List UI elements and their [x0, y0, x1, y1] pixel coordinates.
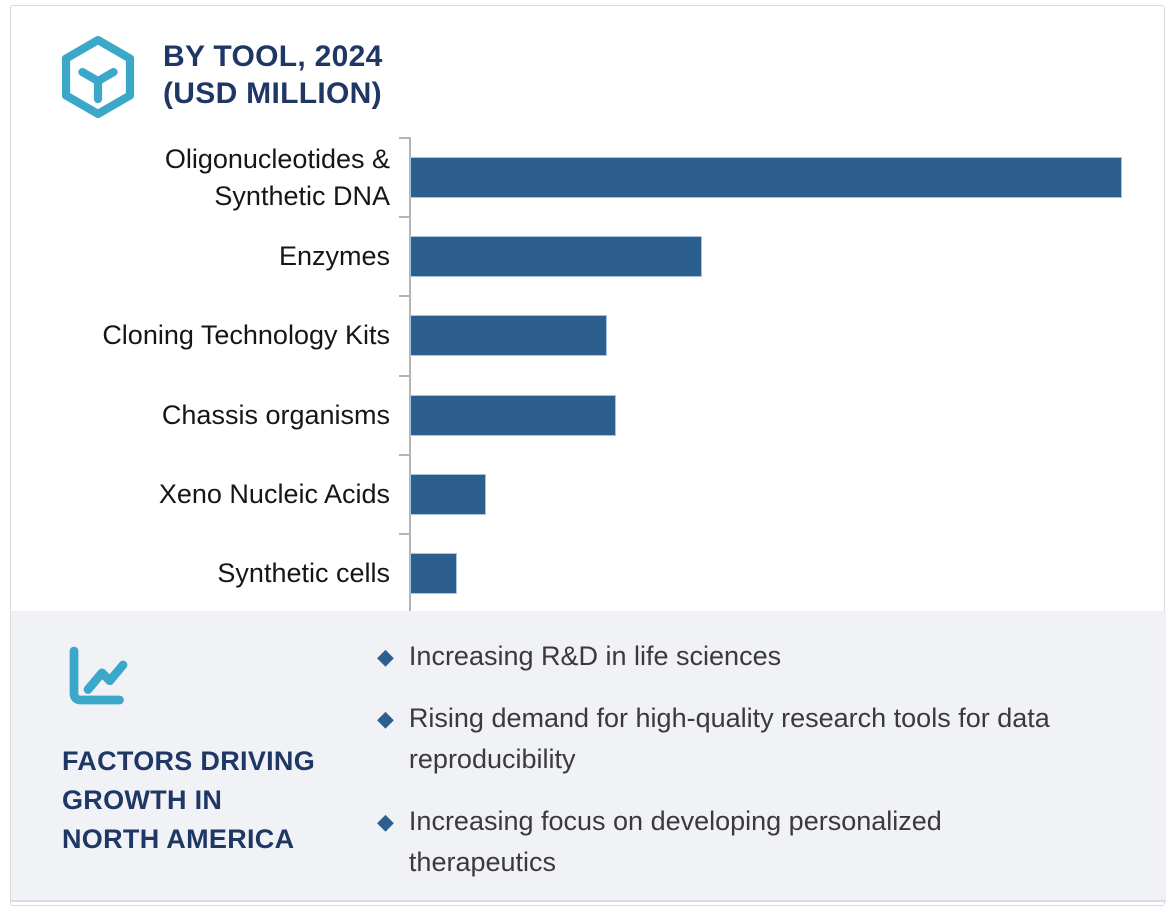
factor-bullet-item: ◆ Rising demand for high-quality research… [377, 698, 1127, 780]
diamond-bullet-icon: ◆ [377, 706, 394, 731]
factor-bullet-item: ◆ Increasing focus on developing personal… [377, 801, 1127, 883]
factors-panel [11, 611, 1166, 902]
axis-tick [399, 533, 409, 535]
line-chart-icon [60, 644, 130, 714]
category-axis-line [409, 137, 411, 614]
factor-bullet-text: Increasing R&D in life sciences [408, 641, 782, 671]
diamond-bullet-icon: ◆ [377, 809, 394, 834]
bar [410, 552, 457, 594]
bar-label: Cloning Technology Kits [102, 320, 390, 351]
hexagon-y-icon [57, 36, 139, 118]
axis-tick [399, 216, 409, 218]
bar-label: Xeno Nucleic Acids [158, 478, 390, 509]
axis-tick [399, 375, 409, 377]
bar-label: Chassis organisms [161, 399, 390, 430]
chart-title-line2: (USD MILLION) [163, 77, 382, 110]
bar [410, 236, 702, 278]
axis-tick [399, 137, 409, 139]
bar [410, 394, 616, 436]
bar-chart: Oligonucleotides & Synthetic DNA Enzymes C… [50, 138, 1135, 613]
bar-label: Oligonucleotides & Synthetic DNA [164, 143, 390, 211]
bar [410, 473, 486, 515]
chart-title-line1: BY TOOL, 2024 [163, 40, 383, 73]
bar-row: Enzymes [50, 217, 1135, 296]
axis-tick [399, 454, 409, 456]
diamond-bullet-icon: ◆ [377, 644, 394, 669]
bar-label: Synthetic cells [217, 557, 390, 588]
factor-bullet-item: ◆ Increasing R&D in life sciences [377, 636, 1127, 677]
bar-row: Cloning Technology Kits [50, 296, 1135, 375]
factor-bullet-text: Rising demand for high-quality research … [408, 703, 1050, 774]
bar-row: Chassis organisms [50, 375, 1135, 454]
bar [410, 157, 1122, 199]
factor-bullet-text: Increasing focus on developing personali… [408, 806, 942, 877]
bar-row: Synthetic cells [50, 534, 1135, 613]
bar [410, 315, 607, 357]
bar-label: Enzymes [278, 241, 390, 272]
chart-title: BY TOOL, 2024 (USD MILLION) [163, 38, 383, 112]
axis-tick [399, 295, 409, 297]
factors-heading: FACTORS DRIVING GROWTH IN NORTH AMERICA [62, 746, 316, 854]
bar-row: Oligonucleotides & Synthetic DNA [50, 138, 1135, 217]
factors-bullet-list: ◆ Increasing R&D in life sciences ◆ Rising … [377, 636, 1127, 904]
bar-row: Xeno Nucleic Acids [50, 455, 1135, 534]
